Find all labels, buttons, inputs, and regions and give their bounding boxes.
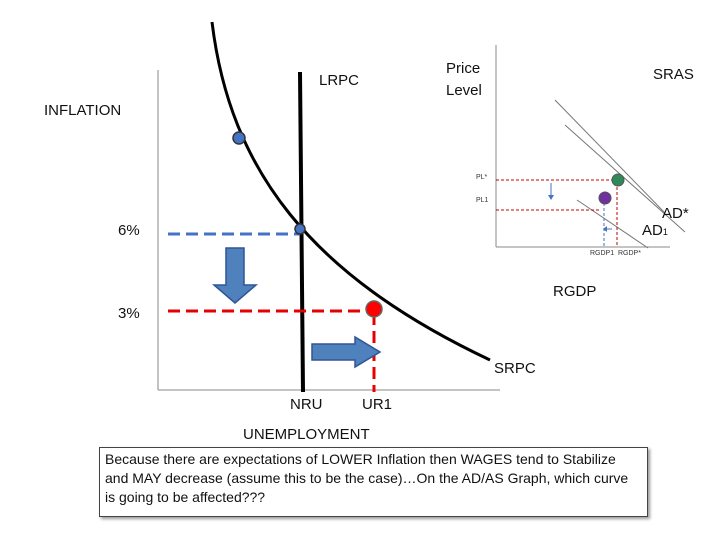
nru-label: NRU	[290, 396, 323, 413]
price-level-label-line2: Level	[446, 82, 482, 99]
point-equilibrium-star	[611, 173, 625, 187]
sras-curve	[554, 99, 666, 214]
inflation-6-label: 6%	[118, 222, 140, 239]
inflation-axis-label: INFLATION	[44, 102, 122, 119]
question-caption: Because there are expectations of LOWER …	[99, 447, 648, 517]
ad1-label-subscript: 1	[662, 227, 668, 237]
right-arrow	[311, 335, 382, 369]
point-3-percent	[365, 300, 383, 318]
sras-label: SRAS	[653, 66, 694, 83]
rgdp-axis-label: RGDP	[553, 283, 597, 300]
point-equilibrium-1	[598, 191, 612, 205]
rgdp-star-label: RGDP*	[618, 250, 641, 257]
price-down-arrowhead	[548, 195, 554, 200]
inflation-3-label: 3%	[118, 305, 140, 322]
down-arrow	[211, 247, 259, 304]
srpc-curve	[210, 21, 491, 362]
ad-star-curve	[564, 124, 686, 233]
point-high-inflation	[232, 131, 246, 145]
ad1-curve	[576, 199, 649, 249]
ad1-label: AD1	[642, 222, 668, 239]
pl1-label: PL1	[476, 197, 489, 204]
lrpc-label: LRPC	[319, 72, 360, 89]
rgdp-left-arrowhead	[603, 226, 607, 232]
pl-star-label: PL*	[476, 174, 488, 181]
ad-star-label: AD*	[662, 205, 689, 222]
ur1-label: UR1	[362, 396, 393, 413]
srpc-label: SRPC	[494, 360, 536, 377]
rgdp1-label: RGDP1	[590, 250, 615, 257]
ad1-label-main: AD	[642, 222, 663, 239]
price-level-label-line1: Price	[446, 60, 481, 77]
point-6-percent	[294, 223, 306, 235]
unemployment-axis-label: UNEMPLOYMENT	[243, 426, 370, 443]
